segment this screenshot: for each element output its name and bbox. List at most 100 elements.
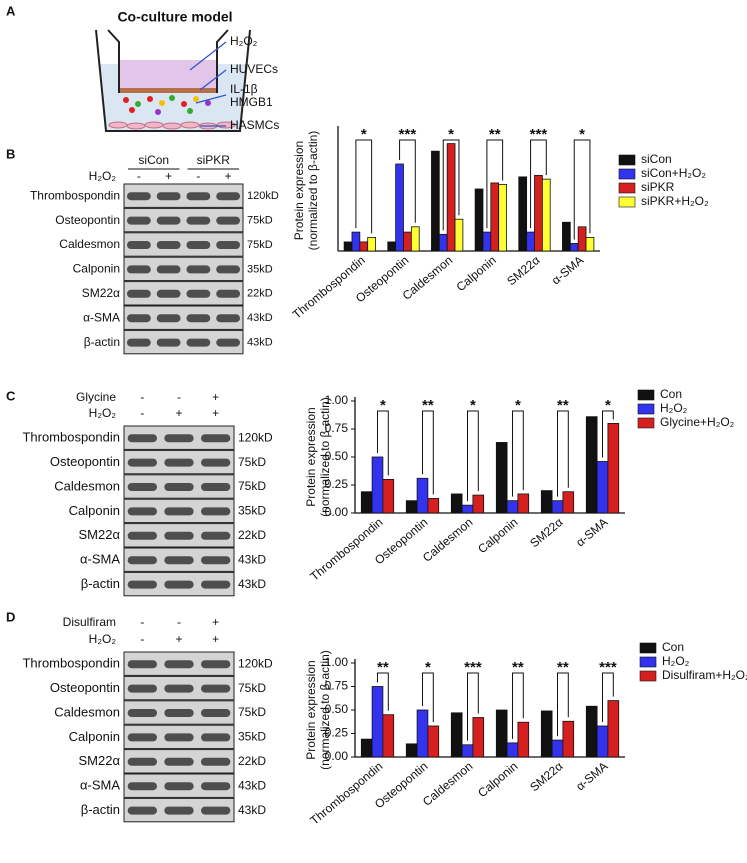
significance-bracket [573,139,591,240]
significance-label: *** [530,126,548,143]
significance-bracket [377,672,389,711]
treatment-sign: + [225,169,232,183]
legend-swatch [618,154,636,166]
y-axis-label: (normalized to β-actin) [306,131,320,251]
bar [472,494,485,514]
significance-bracket [557,410,569,497]
blot-band [164,709,194,717]
significance-label: * [448,126,454,143]
protein-label: SM22α [79,527,121,542]
blot-band [156,265,181,274]
protein-label: Caldesmon [54,478,120,493]
x-tick-label: Calponin [475,759,520,800]
significance-label: ** [377,659,389,676]
legend-label: H₂O₂ [662,654,690,668]
blot-band [201,782,231,791]
blot-band [186,289,211,298]
blot-band [127,483,157,491]
bar [506,500,519,514]
x-tick-label: SM22α [504,253,542,288]
blot-strip [123,183,244,208]
treatment-sign: - [140,615,144,629]
blot-band [126,265,151,274]
blot-band [216,265,241,274]
blot-band [164,483,194,491]
bar [541,178,551,252]
blot-band [201,556,231,565]
blot-band [156,192,181,201]
y-tick-label: 0.00 [325,749,349,763]
blot-band [126,192,151,201]
y-axis-label: Protein expression [304,407,318,506]
legend-swatch [639,670,657,682]
bar [360,491,373,514]
treatment-sign: - [140,390,144,404]
y-tick-label: 0.50 [325,449,349,463]
significance-bracket [602,410,614,458]
bar [343,241,353,252]
size-label: 75kD [238,479,266,493]
blot-band [164,531,194,540]
bar [431,150,440,252]
y-tick-label: 0.75 [325,679,349,693]
bar [405,500,418,514]
bar [427,725,440,758]
protein-label: β-actin [81,802,120,817]
significance-label: ** [489,126,501,143]
protein-label: Calponin [73,262,120,276]
bar [585,705,598,758]
bar [382,478,395,514]
y-axis-label: Protein expression [292,141,306,240]
bar [405,743,418,758]
significance-label: * [579,126,585,143]
blot-strip [123,329,244,355]
cytokines [123,95,211,115]
significance-label: * [605,397,611,414]
treatment-sign: + [165,169,172,183]
schematic-label: IL-1β [230,82,258,96]
bar [472,717,485,758]
bar [367,236,376,252]
blot-band [186,241,211,249]
significance-label: *** [599,659,617,676]
hasmc-layer [108,121,236,130]
significance-label: * [361,126,367,143]
protein-label: Osteopontin [55,213,120,227]
significance-label: * [380,397,386,414]
significance-label: ** [557,659,569,676]
size-label: 75kD [247,215,273,227]
x-tick-label: α-SMA [573,515,610,549]
blot-band [201,660,231,669]
treatment-label: H₂O₂ [89,632,117,646]
significance-bracket [486,139,504,229]
bar [569,243,579,252]
schematic-title: Co-culture model [117,9,232,25]
y-tick-label: 1.00 [325,655,349,669]
blot-band [127,580,157,589]
blot-band [126,216,151,225]
legend-label: H₂O₂ [660,401,688,415]
blot-band [186,265,211,274]
bar [360,738,373,758]
x-tick-label: Caldesmon [420,515,476,565]
treatment-sign: - [177,390,181,404]
bar [577,226,587,252]
treatment-sign: + [212,632,219,646]
size-label: 22kD [238,754,266,768]
blot-strip [123,281,244,306]
legend-label: Con [660,387,682,401]
blot-band [201,733,231,742]
size-label: 75kD [238,455,266,469]
protein-label: Thrombospondin [22,656,120,671]
bar [482,231,492,252]
blot-band [216,314,241,323]
bar [461,504,474,514]
significance-bracket [355,139,373,234]
blot-band [186,338,211,347]
x-tick-label: SM22α [527,759,565,794]
blot-band [201,458,231,467]
legend-swatch [639,642,657,654]
size-label: 35kD [238,504,266,518]
schematic-label: HASMCs [230,118,279,132]
blot-band [216,216,241,225]
